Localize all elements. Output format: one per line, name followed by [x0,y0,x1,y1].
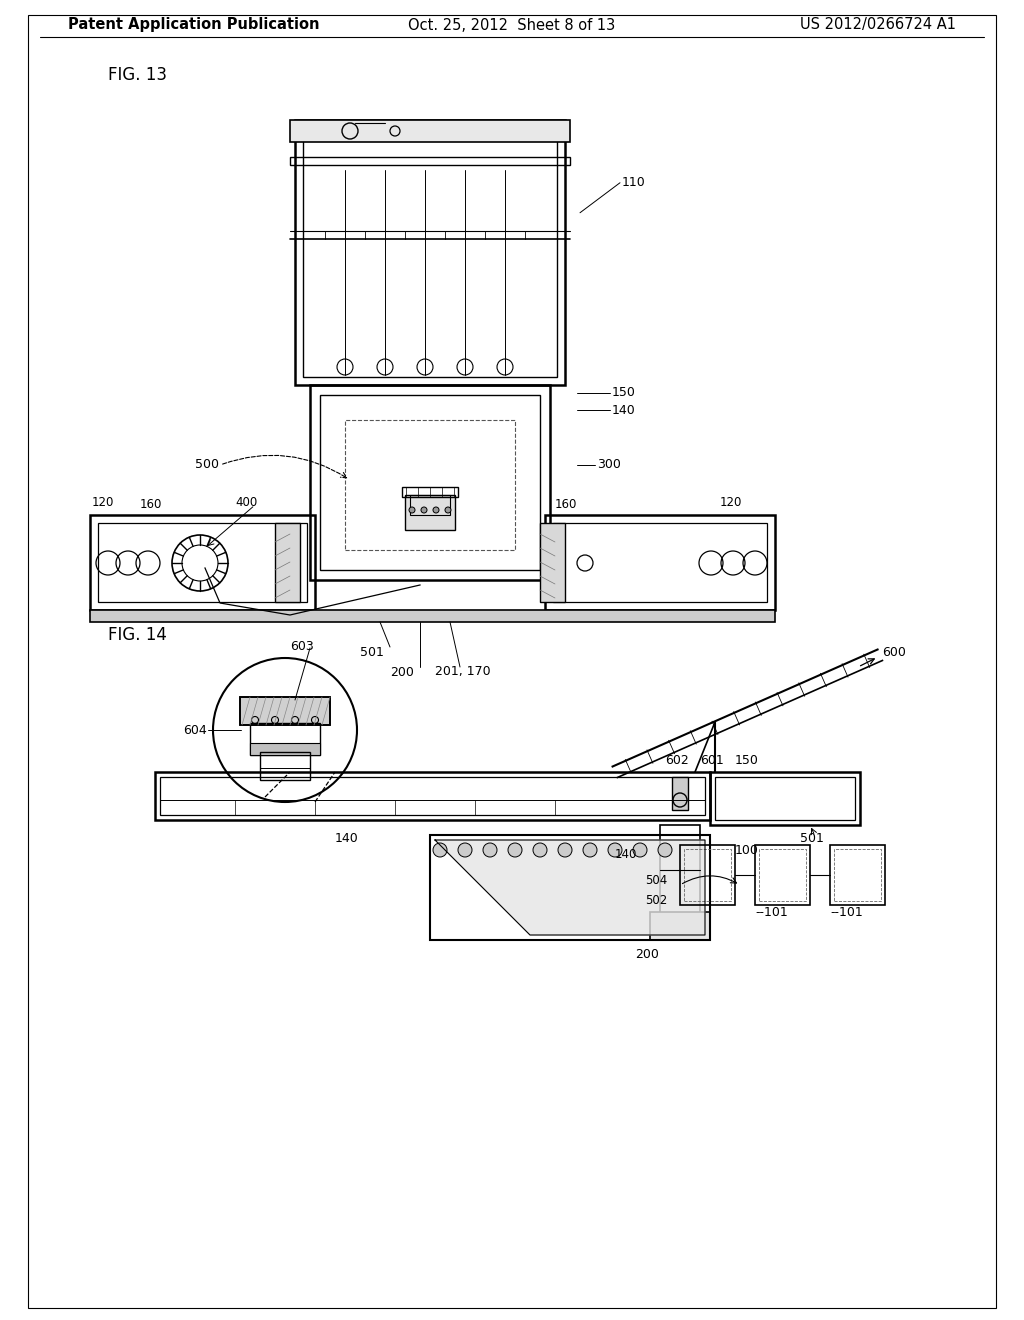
Bar [755,845,810,906]
Bar [290,157,570,165]
Bar [260,752,310,780]
Bar [715,777,855,820]
Circle shape [421,507,427,513]
Bar [540,523,565,602]
Text: 150: 150 [735,754,759,767]
Text: FIG. 14: FIG. 14 [108,626,167,644]
Text: 501: 501 [800,832,824,845]
Bar [240,697,330,725]
Text: 160: 160 [555,499,578,511]
Bar [90,515,315,610]
Circle shape [658,843,672,857]
Bar [680,845,735,906]
Polygon shape [435,840,705,935]
Text: 200: 200 [635,949,658,961]
Bar [406,495,455,531]
Text: 502: 502 [645,894,668,907]
Bar [710,772,860,825]
Text: Oct. 25, 2012  Sheet 8 of 13: Oct. 25, 2012 Sheet 8 of 13 [409,17,615,33]
Bar [155,772,710,820]
Circle shape [534,843,547,857]
Bar [684,849,731,902]
Bar [660,825,700,915]
Bar [275,523,300,602]
Bar [303,128,557,378]
Bar [402,487,458,498]
Text: 604: 604 [183,723,207,737]
Text: 100: 100 [735,843,759,857]
Bar [345,420,515,550]
Text: 140: 140 [335,832,358,845]
Circle shape [458,843,472,857]
Bar [290,120,570,143]
Bar [90,610,775,622]
Bar [310,385,550,579]
Text: 601: 601 [700,754,724,767]
Bar [553,523,767,602]
Text: 603: 603 [290,639,313,652]
Text: 600: 600 [882,645,906,659]
Bar [430,836,710,940]
Text: 300: 300 [597,458,621,471]
Circle shape [409,507,415,513]
Bar [250,743,319,755]
Circle shape [433,843,447,857]
Bar [295,120,565,385]
Text: FIG. 13: FIG. 13 [108,66,167,84]
Text: 201, 170: 201, 170 [435,665,490,678]
Bar [830,845,885,906]
Circle shape [445,507,451,513]
Bar [250,723,319,755]
Text: 140: 140 [615,849,637,862]
Circle shape [558,843,572,857]
Bar [650,912,710,940]
Bar [160,777,705,814]
Bar [545,515,775,610]
Bar [834,849,881,902]
Text: 120: 120 [720,496,742,510]
Text: 140: 140 [612,404,636,417]
Text: 160: 160 [140,499,163,511]
Bar [319,395,540,570]
Text: 120: 120 [92,496,115,510]
Text: --101: --101 [830,906,863,919]
Bar [410,495,450,515]
Text: --101: --101 [755,906,787,919]
Text: US 2012/0266724 A1: US 2012/0266724 A1 [800,17,956,33]
Bar [98,523,307,602]
Circle shape [633,843,647,857]
Text: 504: 504 [645,874,668,887]
Circle shape [433,507,439,513]
Text: 110: 110 [622,177,646,189]
Text: 150: 150 [612,387,636,400]
Circle shape [508,843,522,857]
Bar [240,697,330,725]
Text: 200: 200 [390,665,414,678]
Text: 400: 400 [234,496,257,510]
Text: Patent Application Publication: Patent Application Publication [68,17,319,33]
Circle shape [483,843,497,857]
Text: 500: 500 [195,458,219,471]
Bar [672,777,688,810]
Text: 501: 501 [360,645,384,659]
Text: 602: 602 [665,754,689,767]
Circle shape [583,843,597,857]
Circle shape [608,843,622,857]
Bar [759,849,806,902]
